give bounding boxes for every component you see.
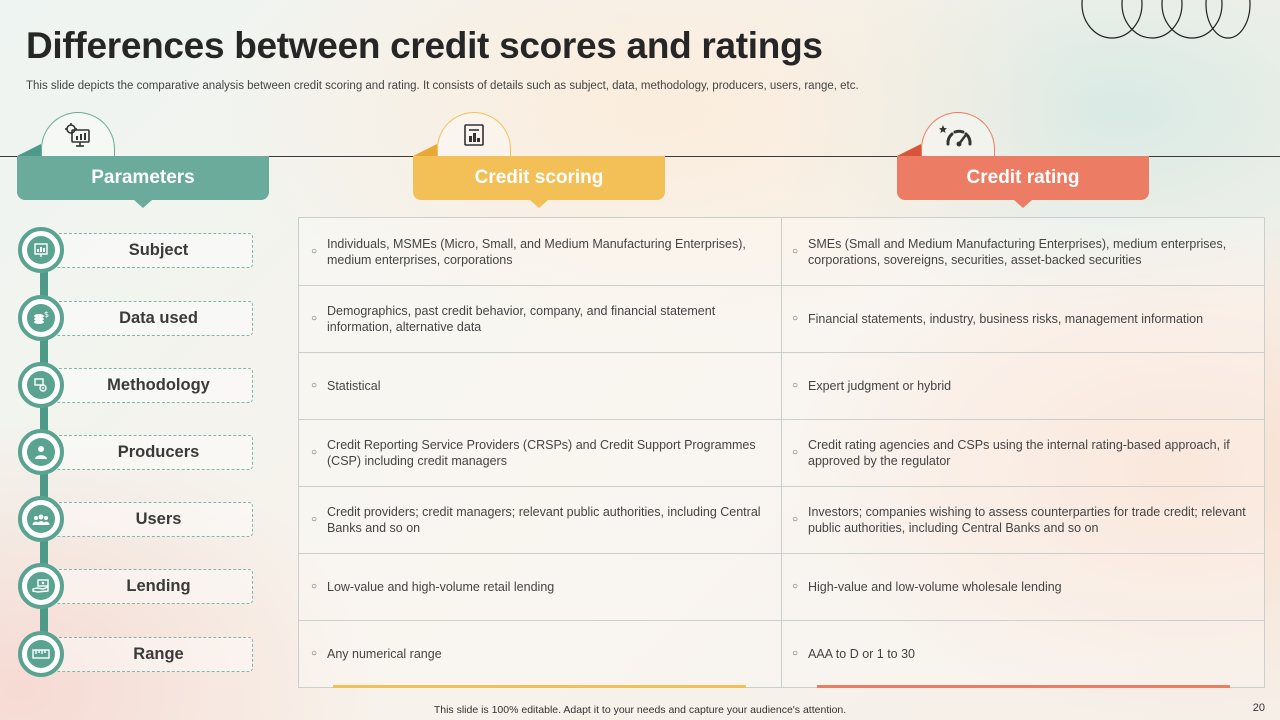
cell-text: Any numerical range [327,647,442,661]
person-presenter-icon [27,438,55,466]
parameter-label: Range [40,637,253,672]
table-row: ○ Credit Reporting Service Providers (CRS… [299,419,1264,486]
table-row: ○ Any numerical range ○ AAA to D or 1 to 3… [299,620,1264,687]
table-row: ○ Statistical ○ Expert judgment or hybrid [299,352,1264,419]
credit-rating-accent-bar [817,685,1230,688]
speedometer-icon [921,112,995,156]
credit-rating-cell: ○ AAA to D or 1 to 30 [782,621,1264,687]
credit-scoring-cell: ○ Any numerical range [299,621,782,687]
credit-rating-cell: ○ Credit rating agencies and CSPs using t… [782,420,1264,486]
parameter-users: Users [18,496,258,542]
parameter-icon-circle [18,563,64,609]
bullet-icon: ○ [311,380,318,391]
credit-scoring-header-label: Credit scoring [474,167,604,188]
gear-process-icon [27,371,55,399]
parameter-producers: Producers [18,429,258,475]
ruler-scale-icon [27,640,55,668]
parameter-range: Range [18,631,258,677]
parameter-label: Data used [40,301,253,336]
bullet-icon: ○ [792,313,799,324]
cell-text: Credit rating agencies and CSPs using th… [808,438,1230,468]
header-fold [17,144,41,156]
parameter-methodology: Methodology [18,362,258,408]
header-fold [413,144,437,156]
monitor-chart-icon [27,236,55,264]
table-row: ○ Low-value and high-volume retail lendin… [299,553,1264,620]
table-row: ○ Individuals, MSMEs (Micro, Small, and M… [299,218,1264,285]
svg-text:$: $ [44,310,49,319]
cell-text: Low-value and high-volume retail lending [327,580,555,594]
parameter-icon-circle [18,429,64,475]
bullet-icon: ○ [311,648,318,659]
hand-money-icon [27,572,55,600]
credit-scoring-cell: ○ Demographics, past credit behavior, com… [299,286,782,352]
cell-text: Individuals, MSMEs (Micro, Small, and Me… [327,236,746,267]
parameters-header: Parameters [17,156,269,208]
cell-text: AAA to D or 1 to 30 [808,647,916,661]
cell-text: Credit providers; credit managers; relev… [327,505,761,535]
bullet-icon: ○ [792,245,799,257]
comparison-table: ○ Individuals, MSMEs (Micro, Small, and M… [298,217,1265,688]
parameter-icon-circle: $ [18,295,64,341]
cell-text: Statistical [327,379,381,393]
parameter-label: Lending [40,569,253,604]
bullet-icon: ○ [792,648,799,659]
page-title: Differences between credit scores and ra… [26,25,823,66]
group-users-icon [27,505,55,533]
credit-scoring-cell: ○ Credit Reporting Service Providers (CRS… [299,420,782,486]
bullet-icon: ○ [792,380,799,391]
credit-rating-header: Credit rating [897,156,1149,208]
bullet-icon: ○ [311,245,318,257]
cell-text: SMEs (Small and Medium Manufacturing Ent… [808,236,1227,267]
table-row: ○ Credit providers; credit managers; rele… [299,486,1264,553]
credit-rating-cell: ○ SMEs (Small and Medium Manufacturing En… [782,218,1264,285]
parameter-icon-circle [18,362,64,408]
cell-text: Expert judgment or hybrid [808,379,952,393]
page-number: 20 [1252,702,1265,714]
cell-text: Investors; companies wishing to assess c… [808,505,1246,535]
cell-text: Credit Reporting Service Providers (CRSP… [327,438,756,468]
cell-text: High-value and low-volume wholesale lend… [808,580,1062,594]
credit-scoring-cell: ○ Statistical [299,353,782,419]
table-row: ○ Demographics, past credit behavior, com… [299,285,1264,352]
parameter-label: Methodology [40,368,253,403]
parameters-header-label: Parameters [91,167,195,188]
credit-scoring-cell: ○ Low-value and high-volume retail lendin… [299,554,782,620]
parameter-icon-circle [18,496,64,542]
credit-scoring-cell: ○ Individuals, MSMEs (Micro, Small, and M… [299,218,782,285]
parameter-data-used: $ Data used [18,295,258,341]
computer-gear-icon [41,112,115,156]
header-fold [897,144,921,156]
parameter-icon-circle [18,227,64,273]
document-chart-icon [437,112,511,156]
parameter-lending: Lending [18,563,258,609]
cell-text: Demographics, past credit behavior, comp… [327,304,716,334]
credit-rating-header-label: Credit rating [966,167,1080,188]
bullet-icon: ○ [311,313,318,324]
bullet-icon: ○ [792,514,799,525]
page-subtitle: This slide depicts the comparative analy… [26,80,859,92]
coins-dollar-icon: $ [27,304,55,332]
credit-scoring-cell: ○ Credit providers; credit managers; rele… [299,487,782,553]
credit-scoring-accent-bar [333,685,746,688]
credit-rating-cell: ○ High-value and low-volume wholesale len… [782,554,1264,620]
credit-rating-cell: ○ Expert judgment or hybrid [782,353,1264,419]
bullet-icon: ○ [792,581,799,592]
cell-text: Financial statements, industry, business… [808,312,1204,326]
bullet-icon: ○ [311,447,318,458]
parameter-label: Subject [40,233,253,268]
decorative-loops [1081,0,1251,39]
bullet-icon: ○ [311,581,318,592]
parameter-label: Producers [40,435,253,470]
credit-scoring-header: Credit scoring [413,156,665,208]
parameter-subject: Subject [18,227,258,273]
footer-note: This slide is 100% editable. Adapt it to… [433,704,847,716]
credit-rating-cell: ○ Investors; companies wishing to assess … [782,487,1264,553]
parameter-icon-circle [18,631,64,677]
bullet-icon: ○ [311,514,318,525]
parameter-label: Users [40,502,253,537]
credit-rating-cell: ○ Financial statements, industry, busines… [782,286,1264,352]
bullet-icon: ○ [792,447,799,458]
